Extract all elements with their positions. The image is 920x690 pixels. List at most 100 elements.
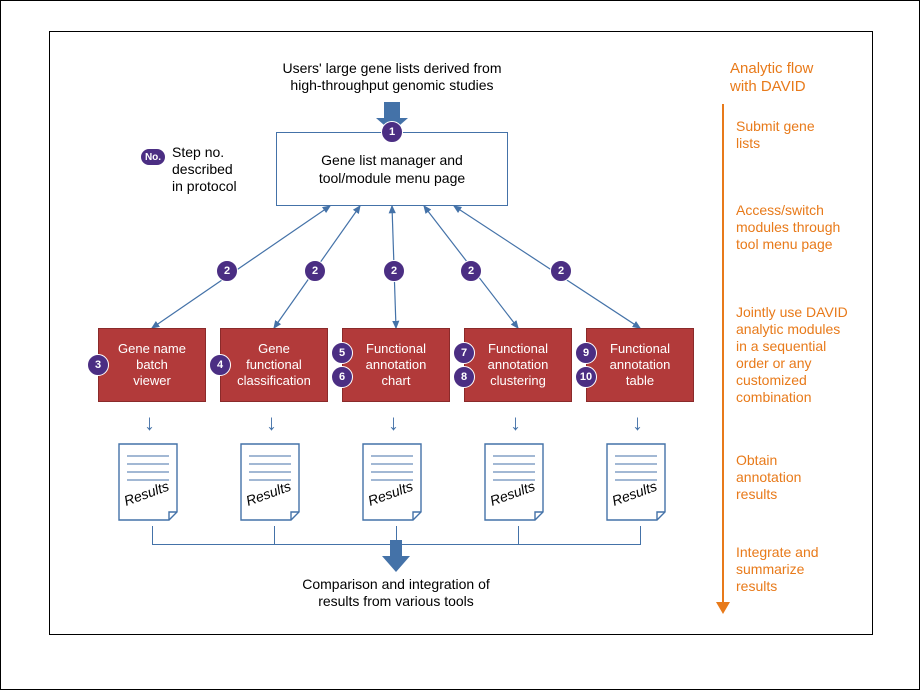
os4c: results [736, 486, 777, 502]
b5: 5 [339, 347, 345, 359]
big-down-arrow-icon [380, 540, 412, 574]
m3l3: chart [382, 373, 411, 388]
m2l1: Gene [258, 341, 290, 356]
top-line2: high-throughput genomic studies [290, 77, 493, 93]
os3f: combination [736, 389, 812, 405]
b2b: 2 [312, 265, 318, 277]
manager-box: Gene list manager and tool/module menu p… [276, 132, 508, 206]
badge-5: 5 [331, 342, 353, 364]
b7: 7 [461, 347, 467, 359]
module-2: Gene functional classification [220, 328, 328, 402]
badge-2-d: 2 [460, 260, 482, 282]
b6: 6 [339, 371, 345, 383]
m5l2: annotation [610, 357, 671, 372]
badge-1-text: 1 [389, 126, 395, 138]
down-arrow-icon: ↓ [388, 410, 399, 436]
os5b: summarize [736, 561, 804, 577]
m2l2: functional [246, 357, 302, 372]
connector-v [274, 526, 275, 544]
os5c: results [736, 578, 777, 594]
manager-l2: tool/module menu page [319, 170, 465, 186]
results-doc: Results [601, 440, 679, 530]
legend-badge-text: No. [145, 152, 161, 163]
badge-9: 9 [575, 342, 597, 364]
module-4: Functional annotation clustering [464, 328, 572, 402]
flow-step-2: Access/switch modules through tool menu … [736, 202, 840, 253]
flow-step-5: Integrate and summarize results [736, 544, 819, 595]
b9: 9 [583, 347, 589, 359]
module-5: Functional annotation table [586, 328, 694, 402]
b10: 10 [580, 371, 592, 383]
os4a: Obtain [736, 452, 777, 468]
ot2: with DAVID [730, 78, 806, 95]
m4l2: annotation [488, 357, 549, 372]
legend-badge: No. [140, 148, 166, 166]
b8: 8 [461, 371, 467, 383]
b2c: 2 [391, 265, 397, 277]
down-arrow-icon: ↓ [510, 410, 521, 436]
os1b: lists [736, 135, 760, 151]
badge-10: 10 [575, 366, 597, 388]
connector-v [640, 526, 641, 544]
manager-l1: Gene list manager and [321, 152, 463, 168]
bottom-l1: Comparison and integration of [302, 576, 490, 592]
os5a: Integrate and [736, 544, 819, 560]
legend-l3: in protocol [172, 178, 237, 194]
results-doc: Results [357, 440, 435, 530]
m2l3: classification [237, 373, 311, 388]
badge-2-e: 2 [550, 260, 572, 282]
connector-v [518, 526, 519, 544]
badge-1: 1 [381, 121, 403, 143]
bottom-caption: Comparison and integration of results fr… [260, 576, 532, 610]
badge-2-a: 2 [216, 260, 238, 282]
os2c: tool menu page [736, 236, 833, 252]
connector-v [152, 526, 153, 544]
top-line1: Users' large gene lists derived from [283, 60, 502, 76]
os3b: analytic modules [736, 321, 840, 337]
m5l1: Functional [610, 341, 670, 356]
m4l1: Functional [488, 341, 548, 356]
m1l3: viewer [133, 373, 171, 388]
m1l2: batch [136, 357, 168, 372]
flow-arrow-head-icon [716, 602, 730, 614]
badge-2-c: 2 [383, 260, 405, 282]
flow-title: Analytic flow with DAVID [730, 60, 813, 96]
os1a: Submit gene [736, 118, 815, 134]
os3c: in a sequential [736, 338, 826, 354]
b2d: 2 [468, 265, 474, 277]
legend-l1: Step no. [172, 144, 224, 160]
outer-frame: Users' large gene lists derived from hig… [0, 0, 920, 690]
badge-8: 8 [453, 366, 475, 388]
b4: 4 [217, 359, 223, 371]
badge-7: 7 [453, 342, 475, 364]
results-doc: Results [235, 440, 313, 530]
m4l3: clustering [490, 373, 546, 388]
badge-3: 3 [87, 354, 109, 376]
inner-frame: Users' large gene lists derived from hig… [49, 31, 873, 635]
badge-6: 6 [331, 366, 353, 388]
m1l1: Gene name [118, 341, 186, 356]
flow-arrow-line [722, 104, 724, 604]
os2b: modules through [736, 219, 840, 235]
badge-2-b: 2 [304, 260, 326, 282]
diagram-canvas: Users' large gene lists derived from hig… [50, 32, 872, 634]
module-1: Gene name batch viewer [98, 328, 206, 402]
os3a: Jointly use DAVID [736, 304, 848, 320]
flow-step-4: Obtain annotation results [736, 452, 801, 503]
flow-step-3: Jointly use DAVID analytic modules in a … [736, 304, 848, 406]
top-caption: Users' large gene lists derived from hig… [250, 60, 534, 94]
legend-l2: described [172, 161, 233, 177]
down-arrow-icon: ↓ [144, 410, 155, 436]
os3e: customized [736, 372, 807, 388]
module-3: Functional annotation chart [342, 328, 450, 402]
results-doc: Results [479, 440, 557, 530]
bottom-l2: results from various tools [318, 593, 474, 609]
results-doc: Results [113, 440, 191, 530]
os3d: order or any [736, 355, 811, 371]
down-arrow-icon: ↓ [632, 410, 643, 436]
b2a: 2 [224, 265, 230, 277]
m5l3: table [626, 373, 654, 388]
b2e: 2 [558, 265, 564, 277]
legend-text: Step no. described in protocol [172, 144, 252, 195]
m3l1: Functional [366, 341, 426, 356]
